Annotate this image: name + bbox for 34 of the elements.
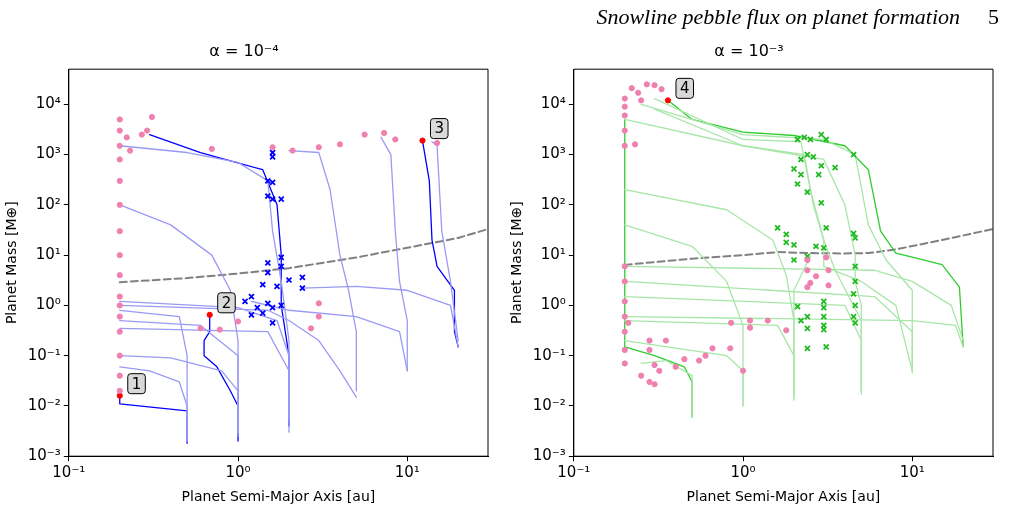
x-tick-label: 10¹ [899, 463, 925, 482]
annotation: 2 [221, 293, 232, 312]
y-tick-label: 10⁻³ [27, 446, 61, 465]
y-tick-label: 10¹ [35, 245, 61, 264]
x-tick-label: 10⁻¹ [557, 463, 591, 482]
x-tick-label: 10⁻¹ [52, 463, 86, 482]
chart-title: α = 10⁻³ [714, 40, 784, 60]
text: 5 [988, 4, 999, 30]
y-axis-title: Planet Mass [M⊕] [508, 201, 525, 325]
x-tick-label: 10¹ [394, 463, 420, 482]
y-tick-label: 10⁻³ [532, 446, 566, 465]
annotation: 1 [131, 374, 142, 393]
y-axis-title: Planet Mass [M⊕] [3, 201, 20, 325]
y-tick-label: 10² [35, 194, 61, 213]
y-tick-label: 10⁻² [27, 395, 61, 414]
annotation: 4 [679, 79, 690, 98]
annotation: 3 [434, 119, 445, 138]
chart-title: α = 10⁻⁴ [209, 40, 279, 60]
y-tick-label: 10⁴ [35, 94, 61, 113]
x-axis-title: Planet Semi-Major Axis [au] [686, 488, 881, 505]
x-axis-title: Planet Semi-Major Axis [au] [181, 488, 376, 505]
y-tick-label: 10⁻¹ [27, 345, 61, 364]
y-tick-label: 10⁰ [540, 295, 566, 314]
x-tick-label: 10⁰ [225, 463, 251, 482]
y-tick-label: 10³ [540, 144, 566, 163]
y-tick-label: 10³ [35, 144, 61, 163]
y-tick-label: 10⁴ [540, 94, 566, 113]
y-tick-label: 10¹ [540, 245, 566, 264]
y-tick-label: 10⁰ [35, 295, 61, 314]
y-tick-label: 10⁻² [532, 395, 566, 414]
y-tick-label: 10⁻¹ [532, 345, 566, 364]
text: Snowline pebble flux on planet formation [596, 4, 960, 30]
x-tick-label: 10⁰ [730, 463, 756, 482]
y-tick-label: 10² [540, 194, 566, 213]
